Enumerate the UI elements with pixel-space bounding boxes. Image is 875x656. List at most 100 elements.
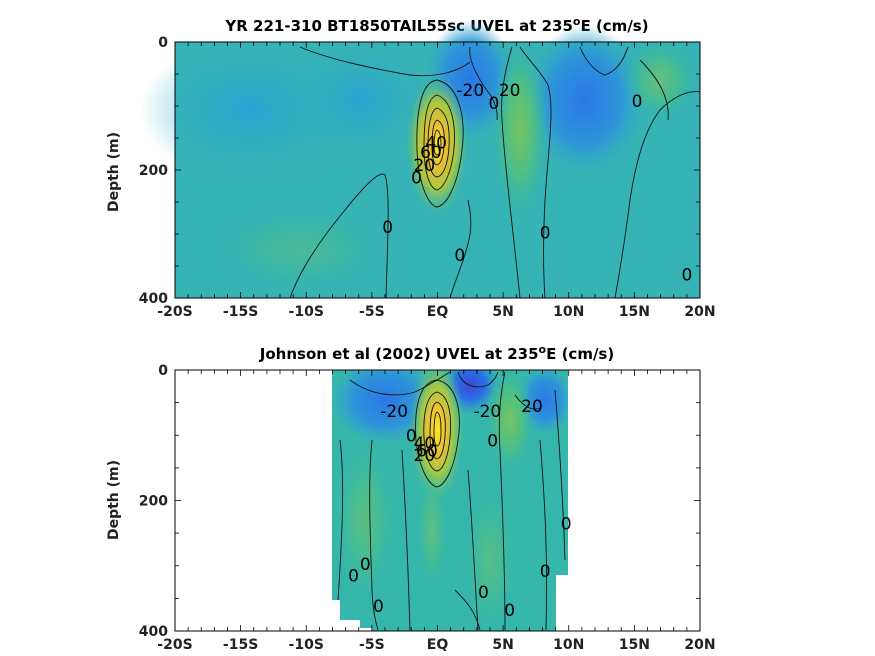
- contour-label: 0: [540, 224, 551, 244]
- contour-line: [369, 439, 379, 631]
- y-tick-label: 0: [158, 35, 168, 51]
- contour-line: [423, 94, 455, 191]
- y-tick-label: 200: [139, 163, 168, 179]
- x-tick-label: -15S: [223, 637, 258, 653]
- contour-label: 0: [681, 265, 692, 285]
- x-tick-label: -10S: [289, 304, 324, 320]
- contour-label: 0: [561, 514, 572, 534]
- x-tick-label: -5S: [359, 637, 385, 653]
- equatorial-undercurrent: [409, 370, 465, 505]
- x-tick-label: 15N: [619, 304, 650, 320]
- contour-line: [501, 46, 521, 299]
- westward-flow-region: [290, 40, 430, 160]
- contour-lines-2: [337, 371, 566, 631]
- contour-line: [433, 129, 442, 156]
- y-axis-label-2: Depth (m): [106, 460, 122, 540]
- contour-label: 40: [414, 434, 436, 454]
- contour-line: [401, 449, 411, 631]
- contour-label: 0: [454, 246, 465, 266]
- x-tick-label: 20N: [684, 304, 715, 320]
- contour-label: 0: [632, 92, 643, 112]
- north-equatorial-current: [525, 25, 645, 175]
- contour-line: [299, 46, 471, 77]
- velocity-field-2: [332, 370, 568, 631]
- contour-label: 0: [360, 555, 371, 575]
- contour-line: [467, 469, 479, 631]
- contour-line: [519, 46, 552, 299]
- contour-label: 60: [420, 143, 442, 163]
- contour-line: [498, 371, 506, 631]
- contour-label: 0: [382, 218, 393, 238]
- x-tick-label: 10N: [553, 304, 584, 320]
- x-tick-labels-1: -20S -15S -10S -5S EQ 5N 10N 15N 20N: [157, 304, 715, 320]
- contour-line: [554, 389, 566, 561]
- velocity-field-1: [140, 20, 700, 298]
- x-tick-label: 5N: [492, 637, 513, 653]
- x-tick-label: EQ: [427, 637, 449, 653]
- weak-flow-region: [220, 210, 380, 290]
- contour-label: 0: [373, 597, 384, 617]
- x-tick-label: -5S: [359, 304, 385, 320]
- contour-line: [449, 199, 472, 299]
- y-tick-label: 0: [158, 363, 168, 379]
- y-tick-label: 200: [139, 494, 168, 510]
- contour-line: [429, 401, 446, 460]
- weak-flow-region: [335, 440, 395, 600]
- x-tick-label: -20S: [157, 637, 192, 653]
- y-tick-label: 400: [139, 291, 168, 307]
- contour-label: 0: [348, 567, 359, 587]
- contour-line: [427, 107, 450, 178]
- tick-marks-1: [174, 41, 701, 299]
- contour-line: [639, 59, 669, 121]
- y-tick-labels-2: 0 200 400: [139, 363, 168, 640]
- x-tick-label: -10S: [289, 637, 324, 653]
- weak-flow-region: [417, 470, 447, 590]
- contour-line: [337, 439, 344, 601]
- x-tick-label: 20N: [684, 637, 715, 653]
- observation-panel: Johnson et al (2002) UVEL at 235oE (cm/s…: [106, 343, 716, 653]
- contour-label: -20: [380, 402, 408, 422]
- countercurrent: [625, 40, 695, 120]
- contour-label: -20: [456, 81, 484, 101]
- model-panel: YR 221-310 BT1850TAIL55sc UVEL at 235oE …: [106, 15, 716, 320]
- contour-line: [289, 173, 389, 299]
- y-tick-labels-1: 0 200 400: [139, 35, 168, 307]
- contour-label: 0: [411, 169, 422, 189]
- contour-line: [579, 46, 629, 76]
- y-axis-label-1: Depth (m): [106, 132, 122, 212]
- contour-line: [416, 79, 464, 208]
- contour-label: 0: [489, 94, 500, 114]
- contour-label: 20: [499, 81, 521, 101]
- contour-label: 60: [416, 441, 438, 461]
- x-tick-label: -15S: [223, 304, 258, 320]
- y-tick-label: 400: [139, 624, 168, 640]
- x-tick-label: 15N: [619, 637, 650, 653]
- contour-line: [454, 589, 481, 631]
- contour-lines-1: [289, 46, 701, 299]
- contour-line: [514, 394, 541, 410]
- contour-label: 20: [414, 156, 436, 176]
- contour-line: [539, 439, 548, 631]
- contour-line: [423, 391, 452, 472]
- panel-2-title: Johnson et al (2002) UVEL at 235oE (cm/s…: [259, 343, 614, 363]
- contour-line: [415, 379, 460, 488]
- contour-label: -20: [473, 402, 501, 422]
- contour-label: 0: [478, 583, 489, 603]
- x-tick-label: -20S: [157, 304, 192, 320]
- contour-line: [469, 46, 498, 121]
- countercurrent: [492, 40, 548, 220]
- contour-label: 0: [540, 562, 551, 582]
- x-tick-label: 5N: [492, 304, 513, 320]
- contour-label: 0: [406, 426, 417, 446]
- contour-line: [614, 91, 701, 299]
- countercurrent: [486, 370, 534, 475]
- x-tick-label: EQ: [427, 304, 449, 320]
- contour-label: 40: [425, 133, 447, 153]
- contour-label: 20: [414, 446, 436, 466]
- contour-line: [431, 119, 445, 166]
- contour-label: 0: [487, 431, 498, 451]
- x-tick-label: 10N: [553, 637, 584, 653]
